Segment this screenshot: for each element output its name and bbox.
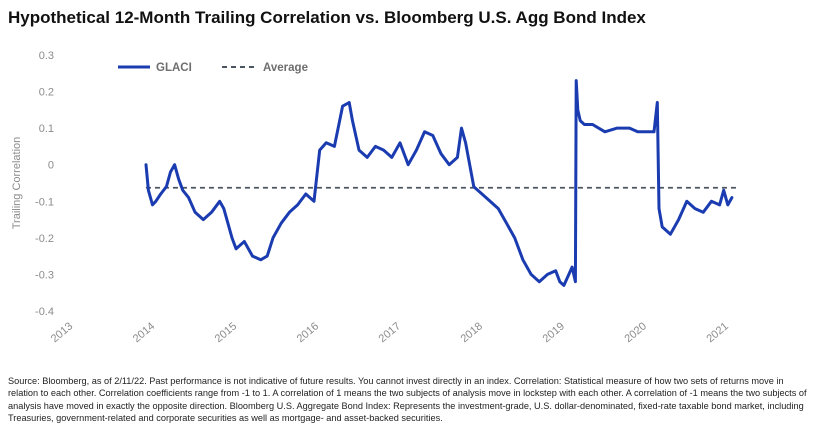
y-tick-label: 0.1 [39,123,54,135]
y-axis-label: Trailing Correlation [11,137,23,230]
x-tick-label: 2018 [459,320,485,345]
chart-title: Hypothetical 12-Month Trailing Correlati… [8,8,646,27]
y-tick-label: -0.2 [35,233,54,245]
legend-glaci-label: GLACI [156,62,192,74]
source-note: Source: Bloomberg, as of 2/11/22. Past p… [8,376,807,424]
glaci-series-line [144,79,734,287]
x-tick-label: 2013 [49,320,75,345]
y-tick-label: 0.3 [39,50,54,62]
x-tick-label: 2020 [622,320,648,345]
x-tick-label: 2019 [541,320,567,345]
y-tick-label: -0.1 [35,196,54,208]
x-tick-label: 2014 [131,320,157,345]
x-tick-label: 2021 [704,320,730,345]
legend-average-label: Average [263,62,308,74]
y-tick-label: -0.4 [35,306,54,318]
x-tick-label: 2017 [377,320,403,345]
y-tick-label: 0 [48,160,54,172]
x-tick-label: 2016 [295,320,321,345]
y-tick-label: -0.3 [35,269,54,281]
y-tick-label: 0.2 [39,87,54,99]
x-tick-label: 2015 [213,320,239,345]
